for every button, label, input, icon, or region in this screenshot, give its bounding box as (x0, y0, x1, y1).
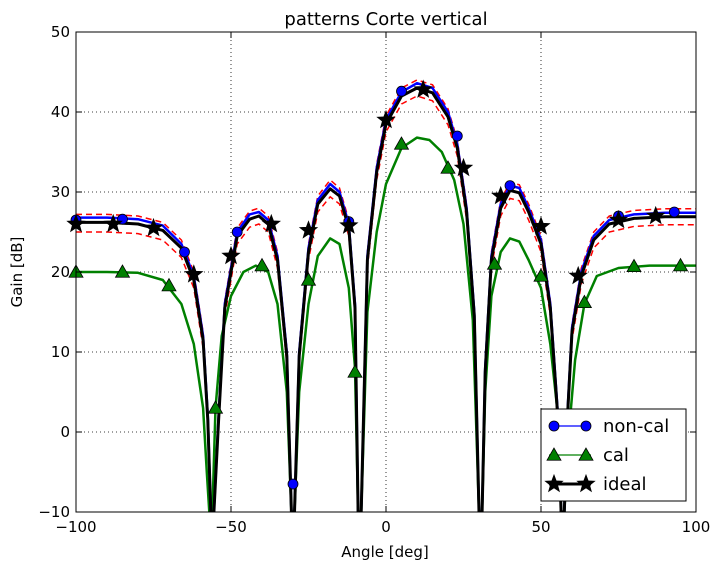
legend-label-non-cal: non-cal (603, 416, 669, 437)
legend: non-cal cal ideal (540, 408, 687, 502)
marker-ideal (646, 205, 666, 225)
marker-non-cal (231, 226, 243, 238)
marker-ideal (608, 209, 629, 229)
y-tick-label: 20 (51, 263, 70, 281)
marker-ideal (568, 265, 588, 285)
marker-ideal (413, 79, 433, 98)
marker-ideal (184, 264, 204, 283)
marker-cal (161, 277, 177, 292)
marker-non-cal (396, 85, 407, 97)
legend-marker-ideal (576, 473, 596, 493)
x-tick-label: 50 (531, 518, 550, 536)
marker-ideal (453, 157, 474, 177)
marker-ideal (339, 215, 359, 234)
legend-marker-non-cal (580, 420, 592, 432)
series-markers (66, 79, 689, 490)
x-tick-label: −100 (55, 518, 96, 536)
x-axis-label: Angle [deg] (341, 543, 428, 561)
marker-ideal (103, 213, 123, 233)
marker-cal (533, 268, 549, 282)
marker-cal (300, 272, 317, 286)
legend-label-cal: cal (603, 445, 629, 466)
marker-ideal (143, 217, 164, 237)
marker-cal (486, 256, 503, 270)
y-axis-label: Gain [dB] (8, 237, 26, 308)
chart-title: patterns Corte vertical (284, 9, 487, 30)
marker-non-cal (504, 180, 516, 192)
y-tick-label: 30 (51, 183, 70, 201)
marker-non-cal (451, 130, 463, 142)
marker-ideal (531, 216, 551, 235)
marker-ideal (261, 213, 281, 233)
marker-cal (347, 364, 363, 378)
marker-ideal (221, 245, 241, 265)
marker-cal (254, 257, 270, 272)
legend-marker-cal (578, 447, 594, 461)
marker-non-cal (668, 206, 680, 218)
marker-cal (393, 136, 410, 150)
marker-non-cal (287, 478, 299, 490)
marker-ideal (298, 220, 319, 239)
legend-label-ideal: ideal (603, 474, 647, 495)
marker-non-cal (179, 246, 190, 258)
marker-cal (626, 258, 642, 273)
marker-ideal (376, 109, 396, 129)
legend-marker-cal (546, 447, 562, 461)
x-tick-label: 100 (682, 518, 711, 536)
marker-cal (207, 400, 224, 414)
marker-cal (576, 294, 593, 309)
marker-cal (114, 264, 131, 278)
y-tick-label: −10 (38, 503, 70, 521)
y-tick-label: 0 (60, 423, 70, 441)
marker-cal (672, 257, 689, 272)
marker-cal (440, 160, 456, 174)
legend-marker-non-cal (548, 420, 560, 432)
y-tick-label: 10 (51, 343, 70, 361)
x-tick-label: 0 (381, 518, 391, 536)
x-tick-label: −50 (215, 518, 247, 536)
legend-marker-ideal (544, 473, 564, 493)
marker-ideal (491, 185, 511, 205)
y-tick-label: 40 (51, 103, 70, 121)
y-tick-label: 50 (51, 23, 70, 41)
